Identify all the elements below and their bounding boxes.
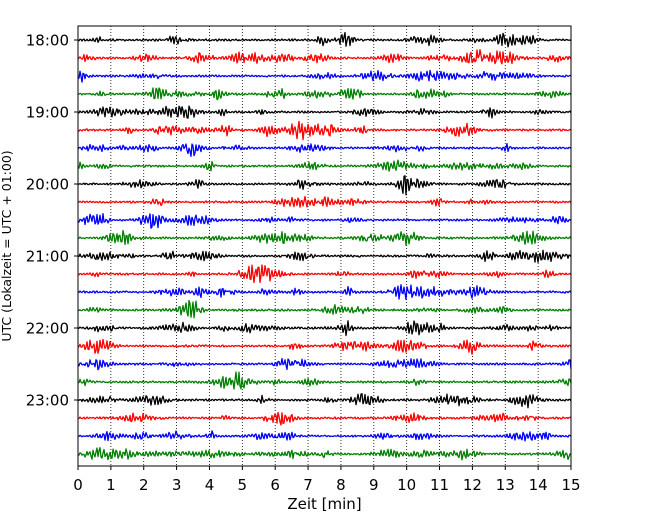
- seismic-trace: [77, 447, 572, 461]
- x-tick-label: 9: [369, 476, 379, 494]
- seismic-trace: [77, 357, 572, 371]
- seismic-trace: [77, 371, 572, 390]
- seismic-trace: [77, 175, 572, 196]
- seismic-trace: [77, 87, 572, 101]
- x-tick-label: 13: [496, 476, 515, 494]
- seismic-trace: [77, 120, 572, 141]
- seismic-trace: [77, 249, 572, 263]
- x-tick-label: 6: [270, 476, 280, 494]
- y-tick-label: 23:00: [26, 392, 69, 410]
- seismic-trace: [77, 264, 572, 284]
- seismic-trace: [77, 393, 572, 409]
- seismic-trace: [77, 320, 572, 337]
- seismic-trace: [77, 299, 572, 319]
- x-axis-ticks: 0 1 2 3 4 5 6 7 8 9 10 11 12 13 14 15: [73, 466, 581, 494]
- x-tick-label: 10: [397, 476, 416, 494]
- seismic-trace: [77, 195, 572, 208]
- y-axis-label: UTC (Lokalzeit = UTC + 01:00): [0, 150, 14, 341]
- seismic-trace: [77, 49, 572, 65]
- seismic-trace: [77, 229, 572, 246]
- x-tick-label: 14: [529, 476, 548, 494]
- y-axis-ticks: 18:00 19:00 20:00 21:00 22:00 23:00: [26, 32, 78, 410]
- seismic-traces: [77, 31, 572, 461]
- seismic-trace: [77, 284, 572, 301]
- y-tick-label: 21:00: [26, 248, 69, 266]
- x-tick-label: 15: [561, 476, 580, 494]
- seismic-trace: [77, 142, 572, 157]
- seismic-trace: [77, 69, 572, 83]
- y-tick-label: 18:00: [26, 32, 69, 50]
- seismic-trace: [77, 411, 572, 426]
- x-tick-label: 3: [172, 476, 182, 494]
- x-axis-label: Zeit [min]: [287, 495, 361, 513]
- x-tick-label: 7: [303, 476, 313, 494]
- x-tick-label: 2: [139, 476, 149, 494]
- grid-lines: [110, 26, 539, 466]
- seismic-trace: [77, 430, 572, 442]
- x-tick-label: 1: [106, 476, 116, 494]
- y-tick-label: 22:00: [26, 320, 69, 338]
- seismic-trace: [77, 31, 572, 48]
- plot-frame: [77, 25, 572, 467]
- seismic-trace: [77, 105, 572, 119]
- x-tick-label: 8: [336, 476, 346, 494]
- x-tick-label: 12: [463, 476, 482, 494]
- x-tick-label: 5: [238, 476, 248, 494]
- seismic-trace: [77, 212, 572, 229]
- y-tick-label: 19:00: [26, 104, 69, 122]
- seismic-trace: [77, 338, 572, 355]
- y-tick-label: 20:00: [26, 176, 69, 194]
- seismic-trace: [77, 159, 572, 172]
- x-tick-label: 4: [205, 476, 215, 494]
- x-tick-label: 0: [73, 476, 83, 494]
- x-tick-label: 11: [430, 476, 449, 494]
